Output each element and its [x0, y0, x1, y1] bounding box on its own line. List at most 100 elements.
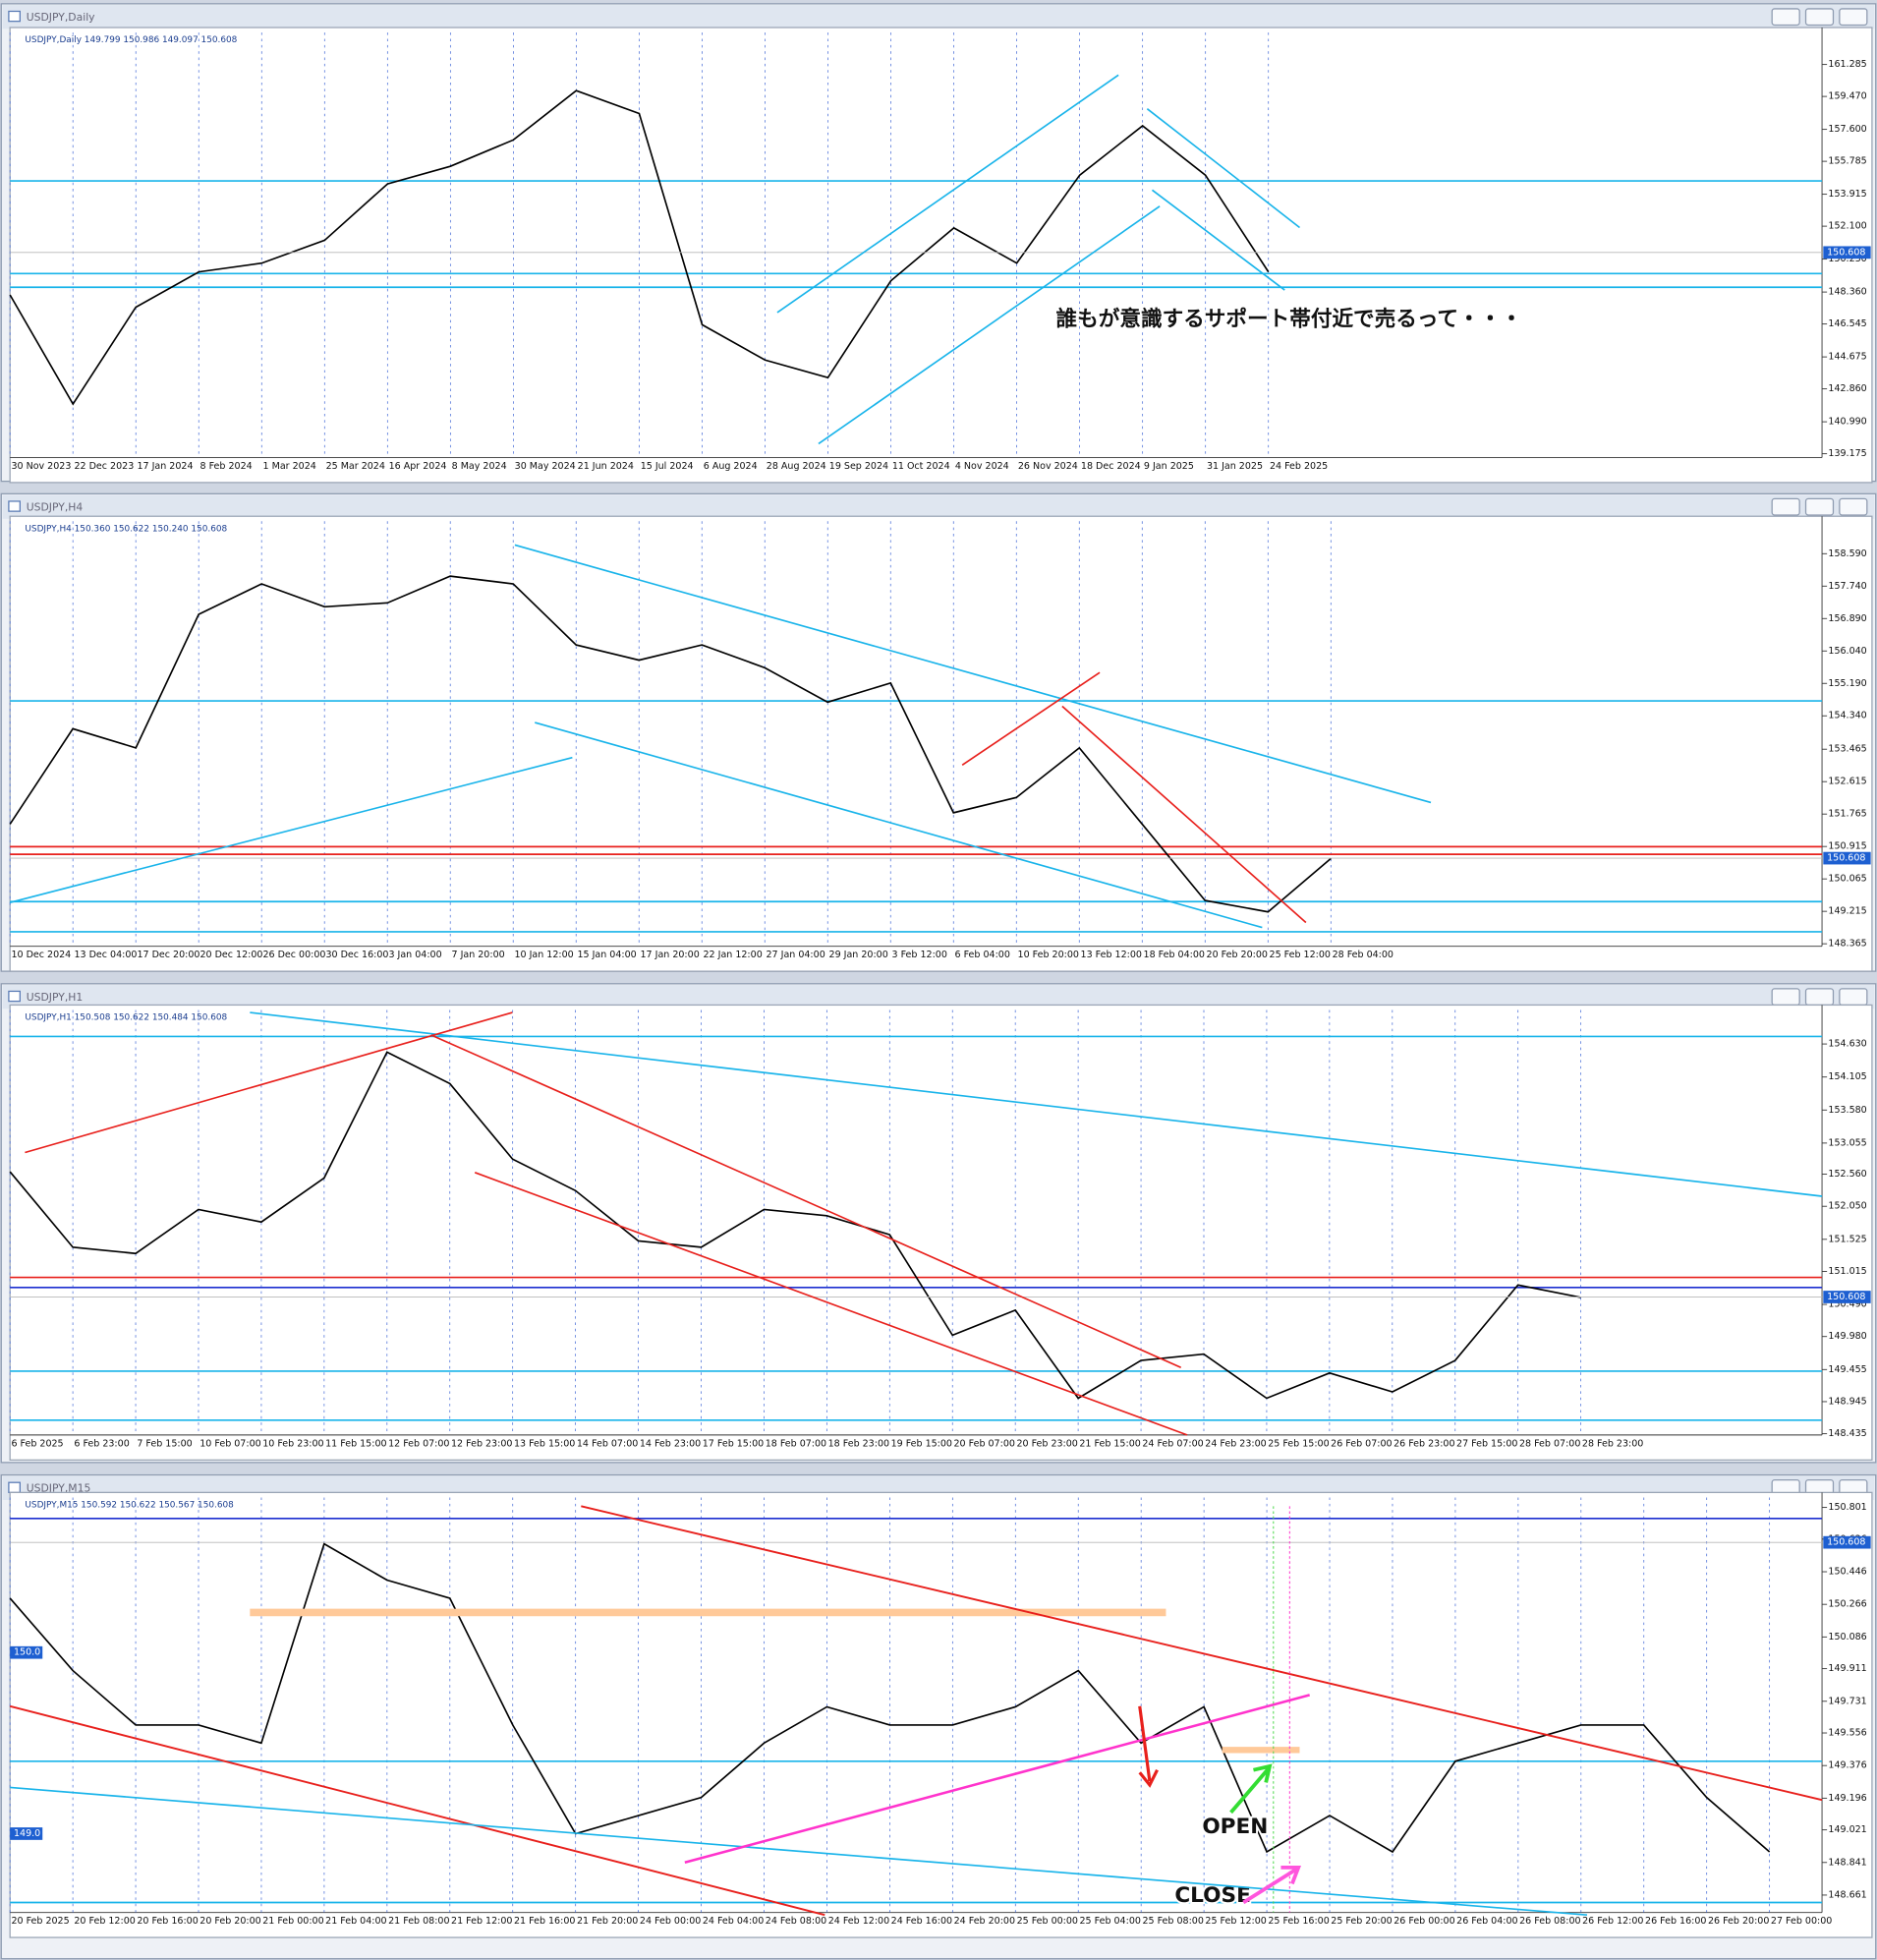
chart-info: USDJPY,M15 150.592 150.622 150.567 150.6… [25, 1501, 234, 1511]
level-tag [10, 1645, 43, 1659]
x-tick-label: 25 Feb 20:00 [1331, 1916, 1392, 1927]
x-tick-label: 24 Feb 16:00 [891, 1916, 952, 1927]
x-tick-label: 15 Jan 04:00 [577, 950, 636, 960]
y-tick-label: 154.630 [1828, 1039, 1866, 1050]
x-tick-label: 10 Feb 20:00 [1018, 950, 1079, 960]
window-button[interactable] [1804, 8, 1835, 27]
x-tick-label: 19 Sep 2024 [829, 461, 888, 472]
x-tick-label: 26 Dec 00:00 [262, 950, 325, 960]
trend-line [250, 1011, 1823, 1197]
y-tick-label: 142.860 [1828, 383, 1866, 394]
y-tick-label: 152.615 [1828, 777, 1866, 787]
window-button[interactable] [1771, 8, 1800, 27]
annotation: OPEN [1202, 1815, 1268, 1839]
x-tick-label: 21 Jun 2024 [578, 461, 634, 472]
x-tick-label: 13 Feb 12:00 [1081, 950, 1142, 960]
level-tag-label: 149.0 [14, 1828, 40, 1839]
x-tick-label: 29 Jan 20:00 [829, 950, 888, 960]
x-tick-label: 26 Feb 08:00 [1519, 1916, 1580, 1927]
x-tick-label: 18 Feb 07:00 [766, 1438, 826, 1449]
x-tick-label: 17 Feb 15:00 [703, 1438, 764, 1449]
x-tick-label: 24 Feb 07:00 [1142, 1438, 1203, 1449]
y-tick-label: 149.731 [1828, 1696, 1866, 1706]
trend-line [474, 1172, 1188, 1436]
window-button[interactable] [1839, 497, 1868, 516]
y-tick-label: 139.175 [1828, 448, 1866, 459]
trend-line [1061, 705, 1307, 924]
y-tick-label: 149.376 [1828, 1760, 1866, 1771]
y-tick-label: 153.580 [1828, 1105, 1866, 1116]
x-tick-label: 31 Jan 2025 [1207, 461, 1263, 472]
x-tick-label: 14 Feb 07:00 [577, 1438, 638, 1449]
x-tick-label: 20 Feb 23:00 [1016, 1438, 1077, 1449]
x-tick-label: 25 Feb 12:00 [1270, 950, 1331, 960]
y-tick-label: 150.490 [1828, 1299, 1866, 1310]
x-tick-label: 8 May 2024 [452, 461, 507, 472]
title-bar [2, 5, 1875, 29]
title-bar [2, 494, 1875, 519]
level-tag-label: 150.0 [14, 1647, 40, 1658]
window-button[interactable] [1771, 988, 1800, 1007]
price-line [9, 1051, 1581, 1400]
x-tick-label: 21 Feb 15:00 [1079, 1438, 1140, 1449]
y-tick-label: 150.446 [1828, 1567, 1866, 1578]
x-tick-label: 6 Feb 23:00 [74, 1438, 129, 1449]
x-tick-label: 21 Feb 00:00 [262, 1916, 323, 1927]
x-tick-label: 26 Feb 07:00 [1331, 1438, 1392, 1449]
x-tick-label: 28 Feb 07:00 [1519, 1438, 1580, 1449]
x-tick-label: 25 Mar 2024 [326, 461, 385, 472]
x-tick-label: 27 Feb 15:00 [1456, 1438, 1517, 1449]
x-tick-label: 6 Feb 04:00 [955, 950, 1010, 960]
trend-line [1146, 108, 1301, 229]
window-button[interactable] [1839, 8, 1868, 27]
trend-line [1151, 189, 1285, 291]
x-tick-label: 9 Jan 2025 [1144, 461, 1194, 472]
chart-area [9, 515, 1873, 972]
y-tick-label: 148.365 [1828, 939, 1866, 950]
x-tick-label: 24 Feb 20:00 [954, 1916, 1015, 1927]
x-tick-label: 15 Jul 2024 [641, 461, 694, 472]
window-icon [8, 1481, 21, 1494]
x-tick-label: 4 Nov 2024 [955, 461, 1009, 472]
x-tick-label: 26 Feb 23:00 [1394, 1438, 1454, 1449]
x-tick-label: 24 Feb 12:00 [828, 1916, 889, 1927]
x-tick-label: 16 Apr 2024 [389, 461, 447, 472]
y-tick-label: 150.230 [1828, 254, 1866, 264]
y-tick-label: 140.990 [1828, 417, 1866, 428]
x-tick-label: 13 Feb 15:00 [514, 1438, 575, 1449]
x-tick-label: 20 Feb 2025 [11, 1916, 69, 1927]
x-tick-label: 27 Feb 00:00 [1771, 1916, 1832, 1927]
y-tick-label: 148.661 [1828, 1889, 1866, 1900]
window-button[interactable] [1804, 497, 1835, 516]
y-tick-label: 150.266 [1828, 1599, 1866, 1610]
x-tick-label: 24 Feb 23:00 [1205, 1438, 1266, 1449]
x-tick-label: 26 Feb 00:00 [1394, 1916, 1454, 1927]
x-tick-label: 26 Feb 04:00 [1456, 1916, 1517, 1927]
x-tick-label: 30 May 2024 [515, 461, 576, 472]
x-tick-label: 28 Feb 04:00 [1333, 950, 1394, 960]
x-tick-label: 17 Jan 20:00 [641, 950, 700, 960]
window-button[interactable] [1804, 988, 1835, 1007]
x-tick-label: 8 Feb 2024 [200, 461, 253, 472]
price-tag [1823, 246, 1871, 259]
y-tick-label: 153.465 [1828, 744, 1866, 755]
x-tick-label: 18 Feb 23:00 [828, 1438, 889, 1449]
arrow [1242, 1865, 1302, 1905]
window-button[interactable] [1839, 988, 1868, 1007]
x-tick-label: 10 Dec 2024 [11, 950, 71, 960]
x-tick-label: 1 Mar 2024 [263, 461, 316, 472]
x-tick-label: 3 Jan 04:00 [388, 950, 441, 960]
price-tag-label: 150.608 [1827, 853, 1865, 864]
x-tick-label: 25 Feb 00:00 [1017, 1916, 1078, 1927]
x-tick-label: 24 Feb 2025 [1270, 461, 1328, 472]
chart-info: USDJPY,H4 150.360 150.622 150.240 150.60… [25, 524, 227, 534]
x-tick-label: 11 Oct 2024 [892, 461, 950, 472]
window-title: USDJPY,H1 [27, 991, 84, 1004]
window-button[interactable] [1771, 497, 1800, 516]
price-tag-label: 150.608 [1827, 247, 1865, 258]
price-tag-label: 150.608 [1827, 1537, 1865, 1548]
y-tick-label: 156.040 [1828, 646, 1866, 657]
y-tick-label: 149.980 [1828, 1331, 1866, 1342]
price-line [9, 89, 1270, 406]
